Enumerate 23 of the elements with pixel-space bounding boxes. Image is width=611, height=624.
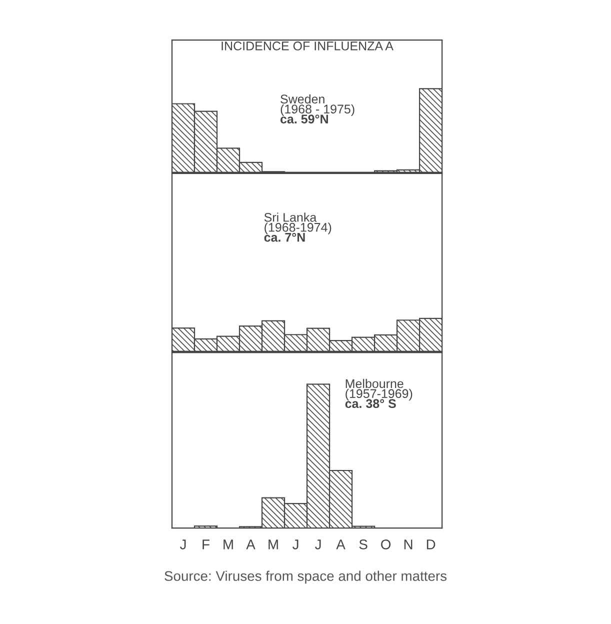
text: ca. 7°N — [264, 232, 305, 242]
x-tick-label: F — [202, 540, 210, 550]
annotation: (1968 - 1975) — [280, 104, 354, 116]
text: (1968-1974) — [264, 222, 332, 234]
x-tick-label: A — [246, 540, 256, 550]
annotation: ca. 38° S — [345, 399, 396, 408]
x-tick-label: S — [359, 540, 368, 550]
chart-title: INCIDENCE OF INFLUENZA A — [222, 42, 394, 50]
x-tick-label: J — [315, 540, 321, 550]
source-note: Source: Viruses from space and other matters — [164, 570, 447, 584]
x-tick-label: N — [404, 540, 412, 550]
x-tick-label: M — [224, 540, 233, 550]
annotation: Melbourne — [346, 378, 404, 388]
x-tick-label: D — [426, 540, 436, 550]
x-tick-label: A — [336, 540, 346, 550]
x-tick-label: J — [180, 540, 186, 550]
x-tick-label: O — [381, 540, 391, 550]
annotation: (1957-1969) — [346, 388, 412, 400]
x-tick-label: J — [292, 540, 298, 550]
annotation: ca. 59°N — [280, 114, 328, 124]
x-tick-label: M — [268, 540, 278, 550]
text: Sri Lanka — [264, 212, 317, 222]
annotation: Sweden — [280, 94, 324, 104]
